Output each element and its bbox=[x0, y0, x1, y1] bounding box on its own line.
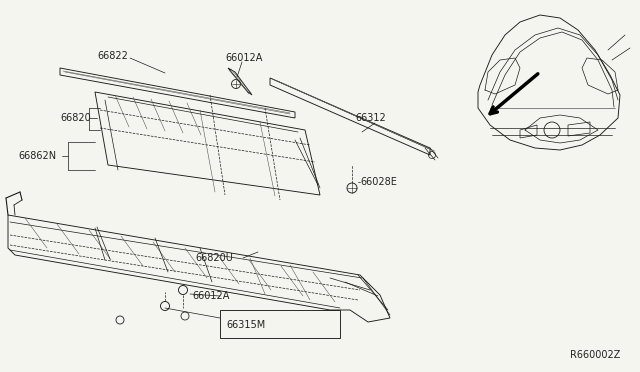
Bar bbox=[220, 310, 340, 338]
Text: 66012A: 66012A bbox=[225, 53, 262, 63]
Text: 66820: 66820 bbox=[60, 113, 91, 123]
Text: 66820U: 66820U bbox=[195, 253, 233, 263]
Text: 66315M: 66315M bbox=[226, 320, 265, 330]
Text: 66028E: 66028E bbox=[360, 177, 397, 187]
Text: R660002Z: R660002Z bbox=[570, 350, 620, 360]
Text: 66822: 66822 bbox=[97, 51, 128, 61]
Text: 66012A: 66012A bbox=[192, 291, 229, 301]
Text: 66312: 66312 bbox=[355, 113, 386, 123]
Text: 66862N: 66862N bbox=[18, 151, 56, 161]
